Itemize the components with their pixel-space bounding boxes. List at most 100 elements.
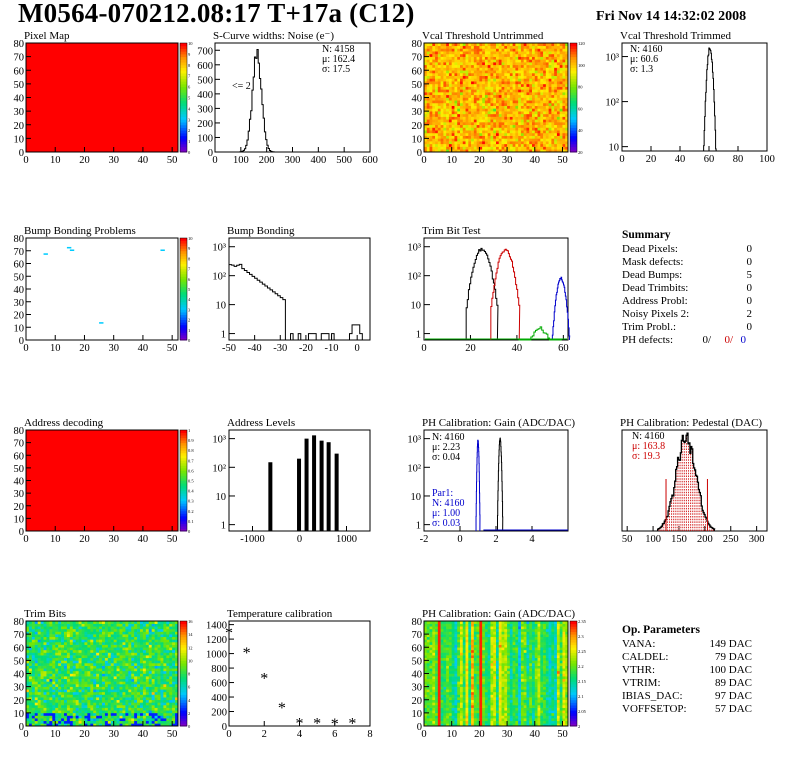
heatmap-cell	[501, 75, 505, 79]
heatmap-cell	[437, 72, 441, 76]
heatmap-cell	[448, 94, 452, 98]
heatmap-cell	[484, 146, 488, 150]
heatmap-cell	[113, 712, 117, 716]
heatmap-cell	[175, 639, 179, 643]
heatmap-cell	[40, 691, 44, 695]
heatmap-cell	[526, 105, 530, 109]
heatmap-cell	[446, 78, 450, 82]
heatmap-cell	[134, 639, 138, 643]
heatmap-cell	[443, 119, 447, 123]
heatmap-cell	[465, 83, 469, 87]
heatmap-cell	[532, 53, 536, 57]
heatmap-cell	[61, 647, 65, 651]
heatmap-cell	[151, 647, 155, 651]
heatmap-cell	[40, 689, 44, 693]
heatmap-cell	[509, 116, 513, 120]
heatmap-cell	[518, 122, 522, 126]
heatmap-cell	[43, 631, 47, 635]
heatmap-cell	[526, 100, 530, 104]
heatmap-cell	[175, 626, 179, 630]
heatmap-cell	[432, 705, 436, 708]
heatmap-cell	[137, 652, 141, 656]
heatmap-cell	[90, 655, 94, 659]
heatmap-cell	[493, 62, 497, 66]
heatmap-cell	[476, 75, 480, 79]
heatmap-cell	[34, 712, 38, 716]
heatmap-cell	[131, 663, 135, 666]
heatmap-cell	[496, 138, 500, 142]
heatmap-cell	[496, 81, 500, 85]
heatmap-cell	[424, 127, 428, 131]
heatmap-cell	[534, 81, 538, 85]
heatmap-cell	[110, 689, 114, 693]
heatmap-cell	[119, 652, 123, 656]
heatmap-cell	[429, 639, 433, 643]
heatmap-cell	[96, 639, 100, 643]
heatmap-cell	[84, 686, 88, 690]
heatmap-cell	[496, 113, 500, 117]
heatmap-cell	[49, 649, 53, 653]
heatmap-cell	[512, 116, 516, 120]
heatmap-cell	[102, 707, 106, 711]
heatmap-cell	[125, 642, 129, 645]
heatmap-cell	[61, 712, 65, 716]
heatmap-cell	[482, 94, 486, 98]
heatmap-cell	[163, 723, 167, 727]
heatmap-cell	[551, 149, 555, 153]
heatmap-cell	[110, 723, 114, 727]
heatmap-cell	[72, 652, 76, 656]
heatmap-cell	[457, 130, 461, 134]
heatmap-cell	[122, 631, 126, 635]
heatmap-cell	[104, 705, 109, 708]
heatmap-cell	[429, 94, 433, 98]
heatmap-cell	[116, 694, 120, 698]
heatmap-cell	[166, 621, 170, 624]
heatmap-cell	[490, 56, 494, 60]
heatmap-cell	[163, 710, 167, 714]
heatmap-cell	[90, 689, 94, 693]
heatmap-cell	[96, 676, 100, 680]
heatmap-cell	[55, 660, 59, 664]
heatmap-cell	[468, 143, 472, 147]
heatmap-cell	[435, 51, 439, 55]
z-scale-cell	[180, 445, 187, 449]
heatmap-cell	[471, 116, 475, 120]
heatmap-cell	[523, 59, 527, 63]
heatmap-cell	[61, 628, 65, 632]
heatmap-cell	[512, 141, 516, 145]
heatmap-cell	[81, 668, 85, 672]
heatmap-cell	[99, 676, 103, 680]
heatmap-cell	[501, 72, 505, 76]
heatmap-cell	[131, 673, 135, 677]
heatmap-cell	[457, 111, 461, 115]
heatmap-cell	[113, 723, 117, 727]
heatmap-cell	[507, 62, 511, 66]
heatmap-cell	[169, 694, 173, 698]
heatmap-cell	[426, 105, 430, 109]
heatmap-cell	[429, 720, 433, 724]
heatmap-cell	[160, 723, 164, 727]
x-tick-label: 200	[259, 155, 275, 166]
heatmap-cell	[31, 712, 36, 716]
heatmap-cell	[69, 697, 74, 701]
heatmap-cell	[151, 660, 155, 664]
heatmap-cell	[43, 678, 47, 682]
heatmap-cell	[140, 707, 144, 711]
heatmap-cell	[424, 710, 428, 714]
heatmap-cell	[142, 697, 147, 701]
y-tick-label: 10	[411, 492, 422, 503]
y-tick-label: 30	[412, 107, 423, 118]
heatmap-cell	[454, 146, 458, 150]
heatmap-cell	[523, 116, 527, 120]
heatmap-cell	[518, 81, 522, 85]
heatmap-cell	[69, 644, 74, 648]
heatmap-cell	[96, 668, 100, 672]
heatmap-cell	[446, 143, 450, 147]
z-scale-cell	[570, 141, 577, 145]
heatmap-cell	[55, 642, 59, 645]
heatmap-cell	[107, 697, 112, 701]
heatmap-cell	[31, 707, 36, 711]
heatmap-cell	[128, 710, 132, 714]
heatmap-cell	[476, 92, 480, 96]
heatmap-cell	[424, 113, 428, 117]
